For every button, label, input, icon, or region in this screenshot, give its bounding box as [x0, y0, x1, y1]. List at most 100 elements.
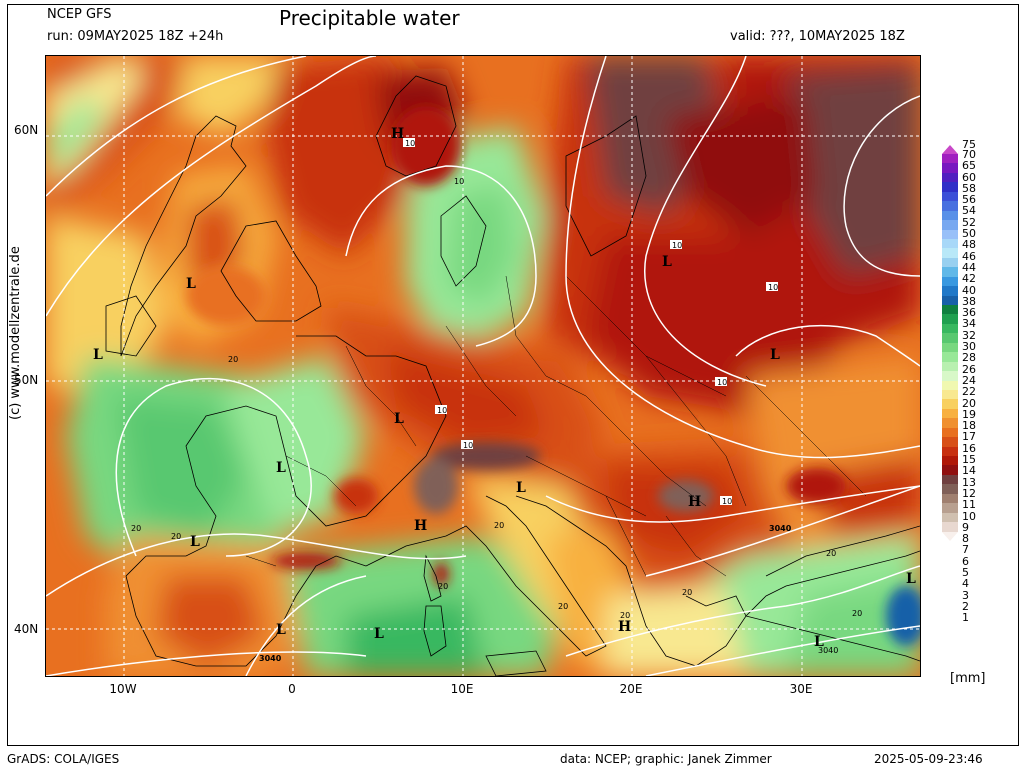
colorbar-swatch — [942, 286, 958, 296]
chart-title: Precipitable water — [279, 6, 460, 30]
colorbar-level-label: 14 — [962, 464, 976, 478]
pressure-center-L: L — [276, 460, 286, 476]
contour-label: 10 — [768, 283, 778, 292]
pressure-center-L: L — [516, 480, 526, 496]
footer-left: GrADS: COLA/IGES — [7, 752, 120, 766]
colorbar-swatch — [942, 201, 958, 211]
contour-lines — [46, 56, 920, 676]
colorbar-swatch — [942, 191, 958, 202]
colorbar-swatch — [942, 276, 958, 287]
pressure-center-L: L — [190, 534, 200, 550]
pressure-center-H: H — [618, 619, 631, 635]
contour-labels: 10 10 10 10 10 10 10 10 20 20 20 20 20 2… — [131, 138, 862, 655]
footer-center: data: NCEP; graphic: Janek Zimmer — [560, 752, 772, 766]
lat-label-60n: 60N — [14, 123, 39, 137]
colorbar-swatch — [942, 238, 958, 249]
colorbar-level-label: 30 — [962, 340, 976, 354]
colorbar-level-label: 56 — [962, 193, 976, 207]
colorbar-swatch — [942, 267, 958, 277]
colorbar-level-label: 4 — [962, 577, 969, 591]
lon-label-10w: 10W — [109, 682, 137, 696]
colorbar-level-label: 26 — [962, 362, 976, 376]
pressure-center-L: L — [814, 634, 824, 650]
contour-label: 20 — [494, 521, 504, 530]
contour-label: 10 — [405, 139, 415, 148]
contour-label: 10 — [454, 177, 464, 186]
colorbar-level-label: 75 — [962, 138, 976, 151]
colorbar-level-label: 5 — [962, 565, 969, 579]
contour-label: 20 — [620, 611, 630, 620]
pressure-center-L: L — [186, 276, 196, 292]
colorbar-level-label: 54 — [962, 204, 976, 218]
contour-label: 10 — [722, 497, 732, 506]
credit-text: (c) www.modellzentrale.de — [8, 246, 23, 420]
run-label: run: 09MAY2025 18Z +24h — [47, 29, 224, 44]
lon-label-0: 0 — [288, 682, 296, 696]
colorbar-swatch — [942, 493, 958, 504]
pressure-center-L: L — [394, 411, 404, 427]
pressure-center-H: H — [688, 494, 701, 510]
colorbar-swatch — [942, 503, 958, 513]
colorbar-swatch — [942, 172, 958, 183]
lon-label-10e: 10E — [450, 682, 474, 696]
colorbar-swatch — [942, 257, 958, 268]
weather-map: H L L L L L L L L L H H H L L L 10 10 10… — [45, 55, 921, 677]
model-label: NCEP GFS — [47, 7, 112, 22]
colorbar-swatch — [942, 333, 958, 343]
colorbar-swatch — [942, 182, 958, 192]
colorbar-swatch — [942, 295, 958, 305]
colorbar-swatch — [942, 389, 958, 400]
colorbar-bottom-arrow — [942, 531, 958, 541]
colorbar-level-label: 42 — [962, 272, 976, 286]
colorbar-level-label: 58 — [962, 181, 976, 195]
colorbar-level-label: 11 — [962, 498, 976, 512]
colorbar-swatch — [942, 522, 958, 532]
colorbar-top-arrow — [942, 145, 958, 154]
colorbar-swatch — [942, 305, 958, 315]
colorbar-level-label: 60 — [962, 170, 976, 184]
colorbar — [942, 145, 958, 541]
colorbar-swatch — [942, 512, 958, 523]
colorbar-level-label: 16 — [962, 441, 976, 455]
contour-label: 20 — [131, 524, 141, 533]
colorbar-level-label: 24 — [962, 373, 976, 387]
contour-label: 3040 — [818, 646, 838, 655]
colorbar-level-label: 65 — [962, 159, 976, 173]
colorbar-swatch — [942, 154, 958, 164]
pressure-center-H: H — [391, 126, 404, 142]
lat-label-40n: 40N — [14, 622, 39, 636]
contour-label: 20 — [826, 549, 836, 558]
contour-label: 20 — [682, 588, 692, 597]
colorbar-level-label: 20 — [962, 396, 976, 410]
contour-label: 20 — [171, 532, 181, 541]
contour-label: 10 — [437, 406, 447, 415]
colorbar-swatch — [942, 427, 958, 438]
pressure-center-L: L — [906, 571, 916, 587]
colorbar-level-label: 15 — [962, 453, 976, 467]
colorbar-level-label: 34 — [962, 317, 976, 331]
colorbar-level-label: 1 — [962, 611, 969, 625]
colorbar-level-label: 8 — [962, 532, 969, 546]
contour-label: 20 — [852, 609, 862, 618]
colorbar-level-label: 40 — [962, 283, 976, 297]
colorbar-swatch — [942, 380, 958, 390]
unit-label: [mm] — [950, 671, 986, 686]
contour-label-3040: 3040 — [259, 654, 282, 663]
contour-label: 20 — [228, 355, 238, 364]
grid-lines — [46, 56, 920, 676]
contour-label: 3040 — [769, 524, 792, 533]
colorbar-swatch — [942, 437, 958, 447]
colorbar-swatch — [942, 314, 958, 324]
contour-label: 10 — [717, 378, 727, 387]
colorbar-swatch — [942, 408, 958, 419]
colorbar-level-label: 32 — [962, 328, 976, 342]
pressure-center-L: L — [770, 347, 780, 363]
colorbar-level-label: 38 — [962, 294, 976, 308]
colorbar-swatch — [942, 474, 958, 485]
colorbar-swatch — [942, 229, 958, 239]
colorbar-level-label: 17 — [962, 430, 976, 444]
colorbar-level-label: 13 — [962, 475, 976, 489]
colorbar-level-label: 18 — [962, 419, 976, 433]
contour-label: 10 — [672, 241, 682, 250]
colorbar-swatch — [942, 248, 958, 258]
